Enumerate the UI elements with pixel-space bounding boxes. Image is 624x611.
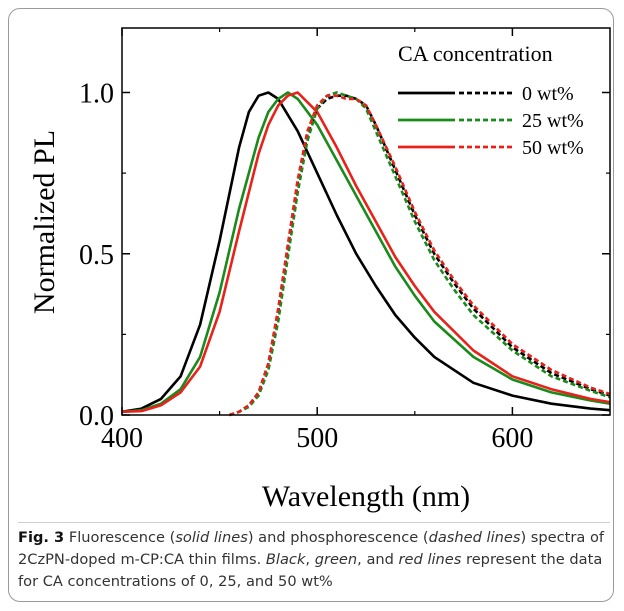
- caption-label: Fig. 3: [18, 529, 65, 546]
- caption-emphasis: lines: [427, 551, 462, 568]
- caption-emphasis: green: [314, 551, 358, 568]
- caption-divider: [18, 522, 610, 523]
- series-line-dashed-5: [228, 94, 611, 417]
- x-axis-label: Wavelength (nm): [262, 480, 470, 513]
- caption-emphasis: Black: [265, 551, 306, 568]
- legend-label: 0 wt%: [522, 83, 574, 105]
- figure-caption: Fig. 3 Fluorescence (solid lines) and ph…: [18, 522, 610, 593]
- axis-ticks: 400 500 600 0.0 0.5 1.0: [79, 28, 610, 454]
- plot-frame: [121, 27, 611, 416]
- y-tick-label: 1.0: [79, 79, 114, 110]
- caption-text: , and: [357, 551, 399, 568]
- legend-label: 50 wt%: [522, 137, 584, 159]
- legend-title: CA concentration: [398, 41, 553, 66]
- caption-text: ,: [305, 551, 315, 568]
- legend-label: 25 wt%: [522, 110, 584, 132]
- caption-text: Fluorescence (: [64, 529, 176, 546]
- y-tick-label: 0.0: [79, 401, 114, 432]
- x-tick-label: 600: [491, 423, 533, 454]
- chart: 400 500 600 0.0 0.5 1.0 Wavelength (nm) Norma…: [28, 27, 611, 513]
- caption-emphasis: red: [398, 551, 423, 568]
- caption-emphasis: solid lines: [175, 529, 248, 546]
- y-tick-label: 0.5: [79, 240, 114, 271]
- y-axis-label: Normalized PL: [28, 130, 61, 314]
- series-line-solid-0: [121, 91, 611, 414]
- caption-text: ) spectra of 2CzPN-doped m-CP:CA thin fi…: [18, 529, 605, 568]
- caption-text: represent the data for CA concentrations…: [18, 551, 603, 590]
- legend: CA concentration 0 wt% 25 wt% 50 wt%: [398, 41, 584, 159]
- x-tick-label: 400: [101, 423, 143, 454]
- caption-text: ) and phosphorescence (: [247, 529, 429, 546]
- series-line-solid-1: [121, 91, 611, 414]
- series-line-solid-2: [121, 91, 611, 414]
- caption-emphasis: dashed lines: [428, 529, 521, 546]
- x-tick-label: 500: [296, 423, 338, 454]
- series-lines: [121, 91, 611, 417]
- series-line-dashed-4: [228, 91, 611, 417]
